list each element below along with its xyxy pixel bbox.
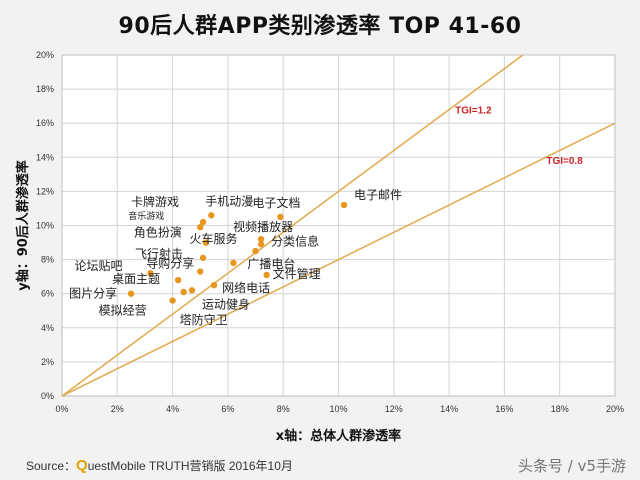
source-prefix: Source： — [26, 459, 77, 473]
data-point-label: 运动健身 — [202, 296, 250, 311]
data-point-label: 分类信息 — [271, 233, 319, 248]
data-point — [202, 239, 209, 246]
data-point-label: 模拟经营 — [99, 304, 147, 318]
data-point-label: 电子邮件 — [354, 188, 402, 202]
questmobile-q-logo: Q — [76, 457, 88, 474]
data-point — [199, 254, 207, 262]
data-point — [188, 287, 196, 294]
x-axis-title: x轴：总体人群渗透率 — [276, 428, 401, 444]
reference-line-label: TGI=0.8 — [546, 156, 583, 167]
data-point — [257, 235, 265, 243]
data-point — [210, 281, 218, 289]
y-tick-label: 20% — [36, 50, 54, 60]
data-point-label: 电子文档 — [252, 195, 300, 210]
data-point-label: 网络电话 — [222, 280, 270, 295]
y-tick-label: 14% — [36, 152, 54, 162]
data-point — [174, 276, 182, 284]
data-point — [180, 288, 187, 296]
data-point-label: 论坛贴吧 — [74, 259, 122, 273]
x-tick-label: 12% — [385, 404, 403, 414]
x-tick-label: 6% — [221, 404, 234, 414]
x-tick-label: 20% — [606, 404, 624, 414]
y-axis-title: y轴：90后人群渗透率 — [15, 160, 31, 291]
x-tick-label: 4% — [166, 404, 179, 414]
data-point — [257, 241, 265, 248]
y-tick-label: 10% — [36, 221, 54, 231]
y-tick-label: 8% — [41, 255, 54, 265]
data-point-label: 火车服务 — [190, 231, 238, 246]
y-tick-label: 0% — [41, 391, 54, 401]
data-point — [127, 290, 135, 297]
data-point-label: 音乐游戏 — [128, 210, 164, 222]
data-point — [340, 201, 348, 209]
data-point — [277, 213, 284, 221]
y-tick-label: 2% — [41, 357, 54, 367]
data-point-label: 导购分享 — [146, 256, 194, 271]
watermark: 头条号 / v5手游 — [517, 457, 626, 475]
x-tick-label: 16% — [495, 404, 513, 414]
source-text: uestMobile TRUTH营销版 2016年10月 — [87, 459, 293, 473]
data-point — [197, 268, 204, 275]
x-tick-label: 2% — [111, 404, 124, 414]
y-tick-label: 4% — [41, 323, 54, 333]
data-point-label: 视频播放器 — [233, 219, 293, 234]
data-point — [230, 259, 237, 267]
data-point — [252, 247, 259, 255]
y-tick-label: 18% — [36, 84, 54, 94]
x-tick-label: 18% — [551, 404, 569, 414]
data-point — [169, 297, 176, 304]
reference-line — [61, 54, 524, 397]
chart-title: 90后人群APP类别渗透率 TOP 41-60 — [118, 14, 522, 39]
data-point-label: 桌面主题 — [112, 272, 160, 286]
data-point — [208, 212, 215, 219]
data-point-label: 图片分享 — [69, 286, 117, 301]
data-point-label: 卡牌游戏 — [131, 195, 179, 209]
data-point — [147, 270, 154, 277]
data-point-label: 文件管理 — [273, 266, 321, 281]
data-point-label: 塔防守卫 — [180, 312, 228, 327]
x-tick-label: 8% — [277, 404, 290, 414]
x-tick-label: 0% — [55, 404, 68, 414]
data-point-label: 广播电台 — [247, 256, 295, 271]
data-point-label: 手机动漫 — [205, 194, 253, 208]
data-point — [263, 271, 270, 279]
data-point — [199, 218, 207, 226]
data-point-label: 角色扮演 — [134, 225, 182, 240]
y-tick-label: 6% — [41, 289, 54, 299]
y-tick-label: 12% — [36, 186, 54, 196]
data-point — [197, 224, 204, 231]
reference-line — [61, 122, 616, 397]
y-tick-label: 16% — [36, 118, 54, 128]
source-note: Source：QuestMobile TRUTH营销版 2016年10月 — [26, 457, 293, 474]
x-tick-label: 14% — [440, 404, 458, 414]
data-point-label: 飞行射击 — [135, 246, 183, 261]
x-tick-label: 10% — [329, 404, 347, 414]
reference-line-label: TGI=1.2 — [455, 106, 492, 117]
